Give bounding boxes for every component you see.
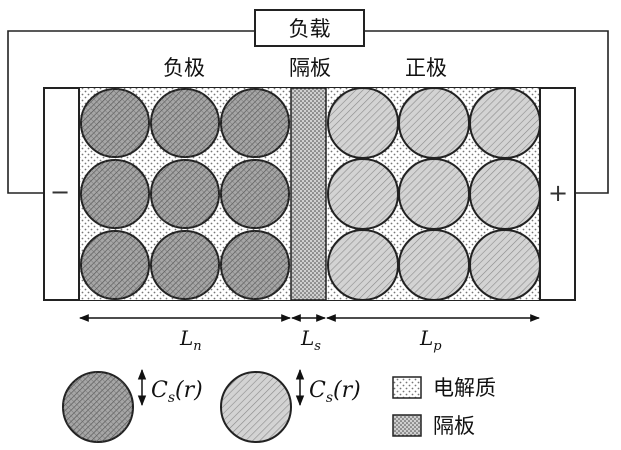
particle-concentration-label-negative: Cs(r) — [151, 378, 203, 406]
positive-wire — [364, 30, 609, 194]
negative-particles — [80, 88, 290, 300]
positive-particle-r1c1 — [327, 87, 399, 159]
negative-current-collector — [43, 87, 80, 301]
separator-legend-label: 隔板 — [433, 414, 475, 438]
load-label: 负载 — [289, 17, 331, 41]
electrolyte-legend: 电解质 — [392, 376, 496, 400]
positive-particles — [327, 87, 541, 301]
negative-wire — [7, 30, 255, 194]
separator-length-label: Ls — [300, 326, 321, 354]
positive-particle-r1c2 — [398, 87, 470, 159]
electrolyte-swatch — [392, 376, 422, 399]
negative-electrode-label: 负极 — [163, 56, 205, 80]
positive-particle-r3c3 — [469, 229, 541, 301]
positive-particle-r2c2 — [398, 158, 470, 230]
negative-terminal-sign: − — [50, 178, 70, 206]
particle-concentration-label-positive: Cs(r) — [309, 378, 361, 406]
external-circuit — [7, 30, 609, 194]
positive-particle-r1c3 — [469, 87, 541, 159]
positive-particle-r3c2 — [398, 229, 470, 301]
separator-region — [290, 87, 327, 301]
positive-particle-legend-icon — [220, 371, 292, 443]
positive-particle-r2c3 — [469, 158, 541, 230]
separator-legend: 隔板 — [392, 414, 475, 438]
positive-length-label: Lp — [419, 326, 442, 354]
positive-particle-r2c1 — [327, 158, 399, 230]
positive-electrode-label: 正极 — [405, 56, 447, 80]
separator-swatch — [392, 414, 422, 437]
negative-length-label: Ln — [179, 326, 202, 354]
positive-particle-r3c1 — [327, 229, 399, 301]
load-box-frame — [254, 9, 365, 47]
separator-label: 隔板 — [289, 56, 331, 80]
electrolyte-legend-label: 电解质 — [433, 376, 496, 400]
load-box: 负载 — [254, 9, 365, 47]
negative-particle-legend: Cs(r) — [62, 368, 203, 443]
positive-particle-legend: Cs(r) — [220, 368, 361, 443]
positive-terminal-sign: + — [548, 179, 568, 207]
